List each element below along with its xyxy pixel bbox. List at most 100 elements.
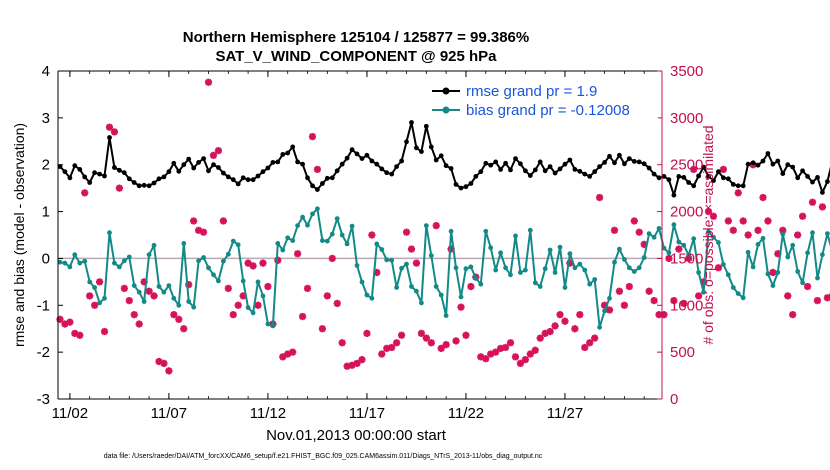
obs-count-marker [650, 297, 658, 305]
rmse-point [433, 157, 439, 163]
obs-count-marker [784, 292, 792, 300]
obs-count-marker [808, 198, 817, 206]
bias-point [523, 267, 528, 273]
bias-point [419, 300, 424, 306]
rmse-point [250, 177, 256, 183]
obs-count-marker [452, 337, 460, 345]
bias-point [518, 270, 523, 275]
obs-count-marker [620, 301, 628, 309]
obs-count-marker [462, 331, 470, 339]
obs-count-marker [546, 327, 554, 336]
obs-count-marker [813, 297, 822, 305]
bias-point [676, 239, 682, 245]
obs-count-marker [680, 299, 688, 308]
obs-count-marker [506, 339, 515, 347]
y-right-tick-label: 1000 [670, 297, 703, 314]
obs-count-marker [135, 320, 143, 328]
rmse-point [201, 156, 207, 162]
obs-count-marker [744, 231, 752, 239]
rmse-point [760, 158, 766, 164]
bias-point [666, 250, 672, 256]
obs-count-marker [358, 356, 366, 364]
rmse-point [443, 163, 449, 169]
obs-count-marker [734, 189, 742, 197]
y-left-tick-label: -3 [37, 391, 50, 408]
obs-count-marker [442, 341, 450, 349]
rmse-point [245, 177, 251, 183]
bias-point [825, 231, 830, 237]
obs-count-marker [526, 350, 534, 358]
bias-point [760, 235, 766, 241]
bias-point [592, 277, 598, 282]
rmse-point [651, 171, 657, 177]
rmse-point [67, 175, 73, 181]
bias-point [329, 231, 335, 237]
obs-count-marker [561, 317, 569, 325]
obs-count-marker [422, 334, 430, 342]
rmse-point [181, 162, 187, 168]
bias-point [112, 260, 117, 266]
obs-count-marker [437, 344, 445, 352]
rmse-point [305, 175, 310, 181]
rmse-point [597, 164, 602, 170]
obs-count-marker [175, 315, 183, 323]
rmse-point [235, 181, 241, 187]
obs-count-marker [625, 282, 633, 291]
rmse-point [275, 159, 281, 165]
rmse-point [186, 156, 192, 162]
obs-count-marker [91, 301, 99, 309]
obs-count-marker [150, 292, 158, 300]
rmse-point [478, 169, 484, 175]
bias-point [315, 206, 320, 212]
obs-count-marker [313, 165, 322, 173]
bias-point [626, 265, 632, 271]
bias-point [661, 245, 667, 251]
obs-count-marker [180, 325, 188, 333]
rmse-point [641, 161, 647, 167]
y-left-tick-label: 3 [42, 110, 50, 127]
bias-point [780, 231, 786, 237]
obs-count-marker [199, 228, 208, 236]
bias-point [810, 230, 815, 236]
rmse-point [636, 159, 642, 165]
rmse-series [57, 120, 830, 198]
bias-point [230, 238, 236, 244]
bias-point [740, 295, 746, 301]
obs-count-marker [536, 334, 544, 342]
obs-count-marker [511, 353, 520, 361]
obs-count-marker [630, 217, 638, 225]
bias-point [146, 252, 152, 258]
rmse-point [582, 171, 588, 177]
bias-point [557, 244, 563, 250]
bias-point [295, 223, 300, 229]
bias-point [706, 229, 711, 235]
bias-point [201, 255, 207, 260]
rmse-point [701, 164, 706, 170]
obs-count-marker [249, 262, 257, 270]
obs-count-marker [353, 359, 361, 367]
rmse-point [626, 156, 632, 162]
obs-count-marker [328, 254, 336, 263]
rmse-point [542, 168, 548, 174]
rmse-point [156, 176, 162, 182]
rmse-point [607, 153, 612, 159]
obs-count-marker [695, 292, 703, 300]
y-right-tick-label: 3000 [670, 110, 703, 127]
obs-count-marker [432, 222, 440, 230]
rmse-point [577, 168, 583, 174]
legend-bias-label: bias grand pr = -0.12008 [466, 102, 630, 119]
x-tick-label: 11/22 [448, 405, 484, 422]
bias-point [790, 242, 796, 248]
rmse-point [72, 163, 78, 169]
bias-point [636, 265, 642, 271]
rmse-point [805, 174, 810, 179]
bias-series [57, 206, 830, 330]
obs-count-marker [675, 245, 683, 253]
rmse-point [725, 176, 731, 182]
bias-point [384, 257, 390, 263]
y-right-tick-label: 1500 [670, 250, 703, 267]
rmse-point [666, 177, 672, 183]
rmse-point [206, 168, 211, 174]
bias-point [641, 255, 647, 260]
obs-count-marker [130, 311, 138, 319]
